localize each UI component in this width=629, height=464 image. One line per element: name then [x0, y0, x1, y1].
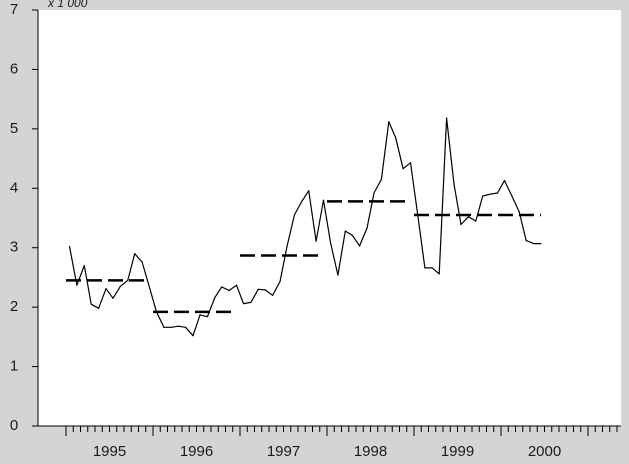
data-point	[402, 168, 404, 170]
data-point	[315, 240, 317, 242]
data-point	[83, 264, 85, 267]
data-point	[163, 326, 165, 328]
data-point	[533, 242, 535, 245]
data-point	[431, 267, 433, 269]
y-tick-label: 6	[10, 60, 18, 77]
data-point	[496, 192, 499, 194]
data-point	[329, 241, 332, 243]
data-point	[293, 214, 295, 216]
data-point	[482, 195, 484, 197]
data-point	[416, 212, 419, 214]
y-tick-label: 0	[10, 417, 18, 434]
data-point	[286, 245, 288, 248]
data-point	[112, 297, 114, 299]
data-point	[467, 216, 469, 218]
data-point	[228, 289, 230, 292]
data-point	[525, 239, 527, 242]
y-tick-label: 3	[10, 239, 18, 256]
data-point	[446, 117, 448, 119]
data-point	[214, 297, 216, 299]
plot-area	[38, 10, 621, 426]
data-point	[250, 301, 252, 303]
data-point	[257, 288, 259, 290]
data-point	[76, 284, 78, 286]
series-line-solid	[68, 117, 541, 337]
data-point	[127, 279, 129, 281]
y-tick-label: 4	[10, 179, 18, 196]
data-point	[199, 314, 201, 316]
data-point	[90, 303, 92, 305]
data-point	[322, 199, 325, 201]
y-tick-label: 2	[10, 298, 18, 315]
data-point	[438, 273, 440, 275]
data-point	[242, 302, 245, 305]
x-tick-label: 1997	[267, 443, 300, 460]
data-point	[141, 261, 143, 263]
data-point	[119, 285, 121, 287]
data-point	[503, 179, 506, 182]
data-point	[453, 183, 455, 185]
data-point	[395, 137, 397, 139]
data-point	[279, 280, 281, 283]
data-point	[177, 325, 179, 327]
data-point	[366, 227, 368, 229]
data-point	[308, 190, 310, 192]
series-group	[66, 117, 542, 337]
data-point	[272, 294, 274, 296]
data-point	[221, 286, 223, 288]
data-point	[170, 326, 172, 328]
data-point	[460, 223, 462, 226]
x-tick-label: 2000	[528, 443, 561, 460]
data-point	[511, 195, 513, 197]
data-point	[489, 193, 491, 195]
data-point	[380, 178, 382, 180]
x-tick-label: 1998	[354, 443, 387, 460]
data-point	[373, 192, 375, 194]
data-point	[192, 335, 194, 337]
axis-ticks	[32, 9, 618, 436]
data-point	[185, 326, 187, 328]
y-tick-label: 5	[10, 120, 18, 137]
x-tick-label: 1996	[180, 443, 213, 460]
data-point	[388, 121, 390, 123]
data-point	[351, 234, 353, 236]
data-point	[344, 230, 346, 232]
data-point	[359, 245, 361, 247]
y-tick-label: 1	[10, 358, 18, 375]
data-point	[148, 286, 151, 289]
data-point	[68, 245, 71, 248]
data-point	[98, 307, 100, 309]
y-unit-label: x 1 000	[47, 0, 88, 10]
data-point	[301, 200, 303, 202]
data-point	[518, 211, 520, 213]
data-point	[337, 274, 339, 276]
data-point	[134, 253, 136, 255]
data-point	[235, 284, 238, 286]
data-point	[105, 288, 107, 290]
data-point	[206, 316, 208, 318]
data-point	[475, 220, 477, 222]
x-tick-label: 1995	[93, 443, 126, 460]
data-point	[424, 267, 426, 269]
tick-labels: 0 1 2 3 4 5 6 7 1995 1996 1997 1998 1999 2000	[10, 1, 561, 460]
data-point	[540, 242, 542, 245]
data-point	[409, 162, 412, 164]
y-tick-label: 7	[10, 1, 18, 18]
data-point	[264, 289, 266, 291]
x-tick-label: 1999	[441, 443, 474, 460]
